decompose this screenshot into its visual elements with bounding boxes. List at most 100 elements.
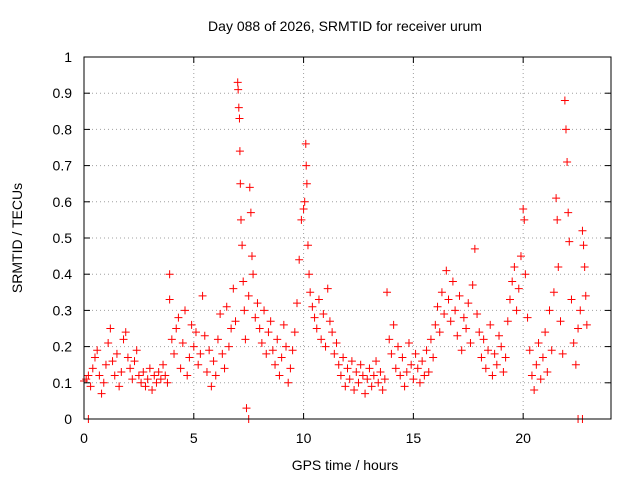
data-point — [345, 375, 354, 384]
data-point — [473, 310, 482, 319]
data-point — [305, 270, 314, 279]
data-point — [231, 317, 240, 326]
data-point — [295, 255, 304, 264]
data-point — [578, 226, 587, 235]
data-point — [339, 353, 348, 362]
data-point — [479, 335, 488, 344]
grid — [84, 57, 611, 419]
data-point — [579, 241, 588, 250]
data-point — [238, 241, 247, 250]
data-point — [262, 349, 271, 358]
data-point — [356, 360, 365, 369]
data-point — [288, 346, 297, 355]
data-point — [576, 306, 585, 315]
data-point — [475, 328, 484, 337]
data-point — [569, 338, 578, 347]
data-point — [440, 310, 449, 319]
data-point — [334, 360, 343, 369]
data-point — [553, 215, 562, 224]
data-point — [242, 404, 251, 413]
data-point — [165, 270, 174, 279]
data-point — [510, 262, 519, 271]
data-point — [249, 270, 258, 279]
data-point — [301, 139, 310, 148]
data-point — [532, 360, 541, 369]
data-point — [236, 179, 245, 188]
y-tick-label: 0 — [64, 411, 72, 427]
data-point — [251, 313, 260, 322]
data-point — [266, 317, 275, 326]
y-tick-label: 0.3 — [53, 302, 73, 318]
data-point — [222, 302, 231, 311]
data-point — [437, 288, 446, 297]
data-point — [404, 338, 413, 347]
data-point — [581, 291, 590, 300]
data-point — [490, 349, 499, 358]
data-point — [512, 306, 521, 315]
data-point — [178, 338, 187, 347]
data-point — [101, 360, 110, 369]
data-point — [325, 317, 334, 326]
data-point — [545, 306, 554, 315]
data-point — [247, 252, 256, 261]
data-point — [582, 320, 591, 329]
data-point — [451, 306, 460, 315]
data-point — [130, 357, 139, 366]
data-point — [123, 353, 132, 362]
data-point — [398, 353, 407, 362]
data-point — [554, 262, 563, 271]
data-point — [134, 371, 143, 380]
data-point — [481, 364, 490, 373]
y-tick-label: 1 — [64, 49, 72, 65]
data-point — [563, 157, 572, 166]
data-point — [286, 364, 295, 373]
data-point — [233, 78, 242, 87]
data-point — [462, 324, 471, 333]
data-point — [367, 382, 376, 391]
data-point — [253, 299, 262, 308]
data-point — [343, 364, 352, 373]
data-point — [211, 371, 220, 380]
y-tick-label: 0.6 — [53, 194, 73, 210]
data-point — [110, 371, 119, 380]
data-point — [185, 353, 194, 362]
y-tick-label: 0.1 — [53, 375, 73, 391]
data-point — [394, 342, 403, 351]
data-point — [257, 338, 266, 347]
data-point — [523, 313, 532, 322]
data-point — [82, 375, 91, 384]
data-point — [139, 367, 148, 376]
data-point — [519, 205, 528, 214]
y-tick-label: 0.4 — [53, 266, 73, 282]
data-point — [191, 328, 200, 337]
data-point — [497, 342, 506, 351]
data-point — [150, 371, 159, 380]
data-point — [200, 331, 209, 340]
data-point — [486, 320, 495, 329]
data-point — [297, 215, 306, 224]
data-point — [552, 194, 561, 203]
data-point — [202, 367, 211, 376]
data-point — [132, 346, 141, 355]
data-point — [161, 371, 170, 380]
data-point — [387, 349, 396, 358]
data-point — [453, 331, 462, 340]
data-point — [400, 382, 409, 391]
data-point — [464, 299, 473, 308]
data-point — [308, 302, 317, 311]
data-point — [455, 291, 464, 300]
data-point — [321, 342, 330, 351]
data-point — [433, 302, 442, 311]
data-point — [376, 367, 385, 376]
x-tick-label: 15 — [406, 430, 422, 446]
data-point — [148, 386, 157, 395]
data-point — [541, 328, 550, 337]
data-point — [530, 386, 539, 395]
data-point — [354, 378, 363, 387]
data-point — [128, 375, 137, 384]
data-point — [299, 205, 308, 214]
data-point — [380, 375, 389, 384]
data-point — [152, 378, 161, 387]
data-point — [239, 277, 248, 286]
